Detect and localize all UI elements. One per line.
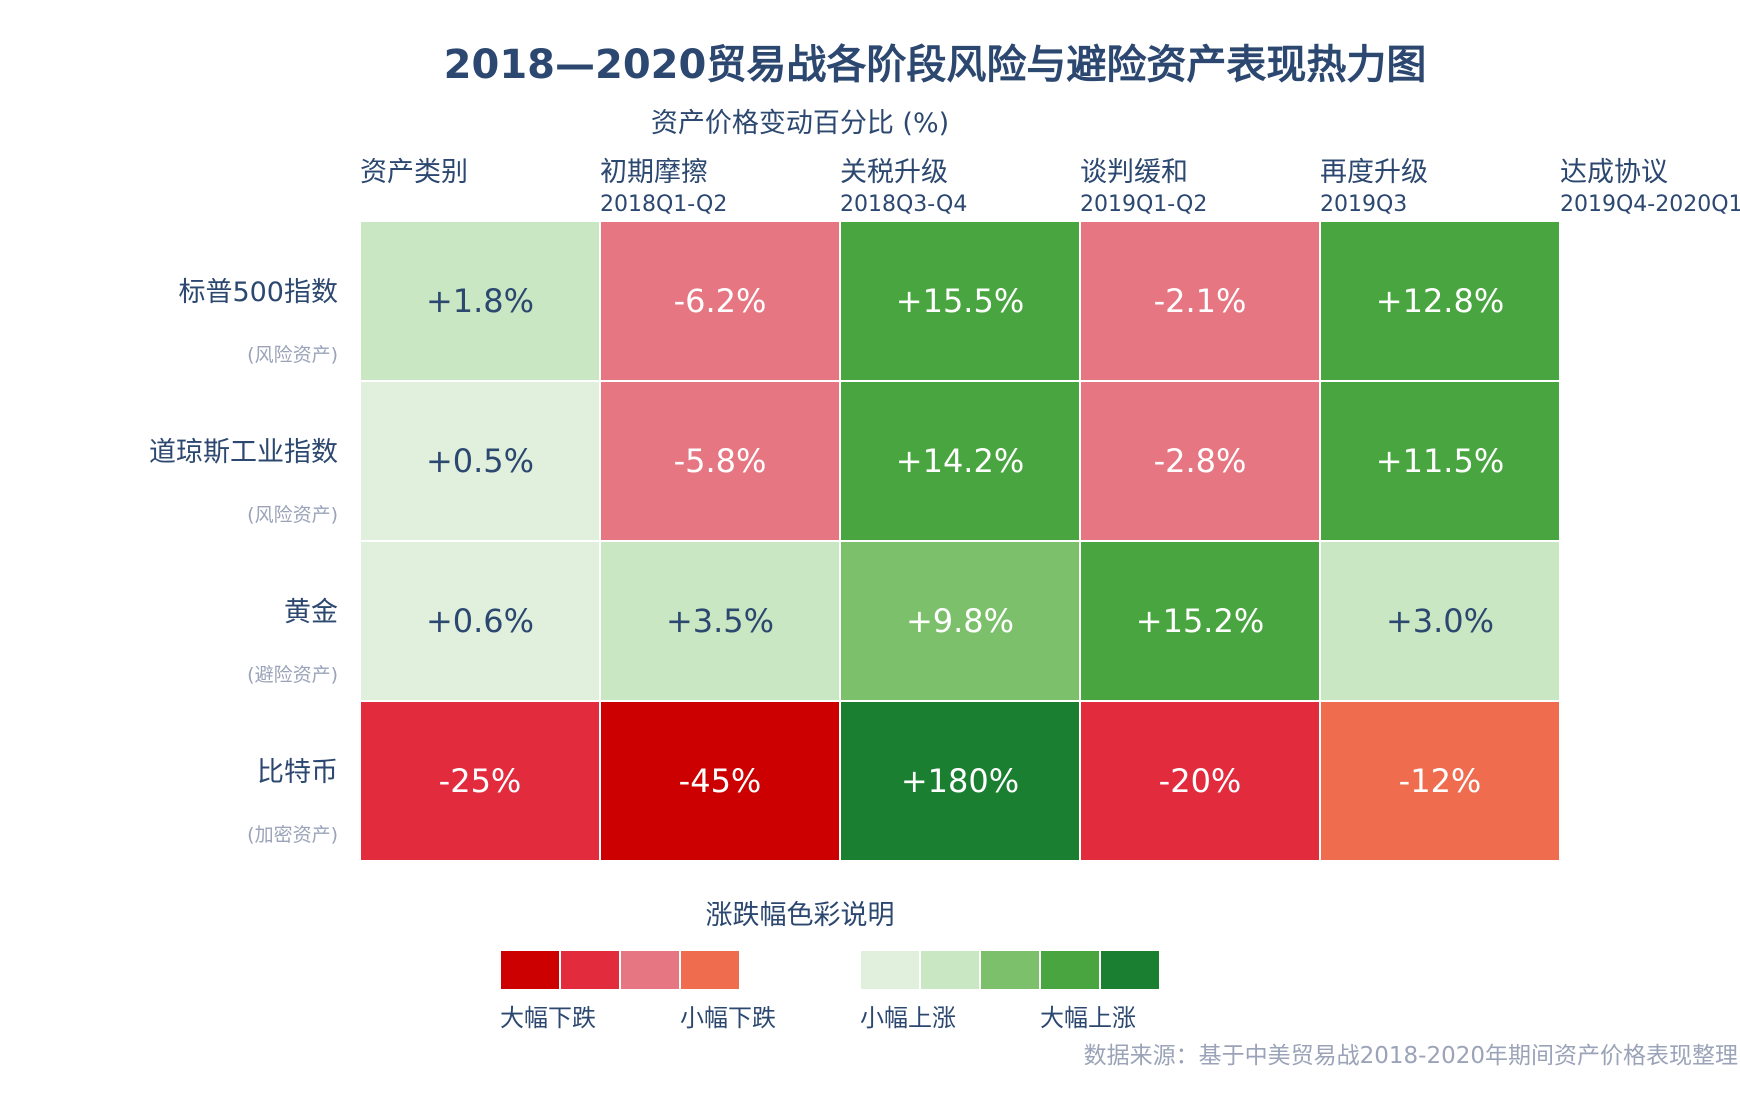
heatmap-cell	[839, 700, 1081, 862]
cell-value-label: +14.2%	[896, 442, 1024, 480]
legend-swatch-up	[979, 949, 1041, 991]
column-header-name: 初期摩擦	[600, 157, 708, 188]
cell-value-label: -6.2%	[674, 282, 767, 320]
heatmap-cell	[1079, 540, 1321, 702]
cell-value-label: +0.6%	[426, 602, 534, 640]
row-headers: 标普500指数 (风险资产) 道琼斯工业指数 (风险资产) 黄金 (避险资产) 比特币 (加密…	[149, 277, 338, 846]
row-header-type: (加密资产)	[247, 824, 338, 846]
cell-value-label: +3.5%	[666, 602, 774, 640]
heatmap-cell	[839, 220, 1081, 382]
row-header-name: 黄金	[284, 597, 338, 628]
cell-value-label: +9.8%	[906, 602, 1014, 640]
heatmap-cell	[599, 700, 841, 862]
heatmap-cell	[1319, 220, 1561, 382]
cell-value-label: -2.1%	[1154, 282, 1247, 320]
column-header-name: 谈判缓和	[1080, 157, 1188, 188]
legend-label: 小幅上涨	[860, 1004, 956, 1032]
cell-value-label: +180%	[901, 762, 1019, 800]
column-header-name: 关税升级	[840, 157, 948, 188]
legend-swatch-down	[619, 949, 681, 991]
row-header-type: (风险资产)	[247, 344, 338, 366]
heatmap-cell	[1079, 700, 1321, 862]
heatmap-cell	[359, 220, 601, 382]
heatmap-cell	[839, 540, 1081, 702]
cell-value-label: -45%	[679, 762, 762, 800]
cell-value-label: -12%	[1399, 762, 1482, 800]
cell-value-label: +15.5%	[896, 282, 1024, 320]
legend-title: 涨跌幅色彩说明	[706, 900, 895, 931]
row-header: 资产类别	[360, 157, 468, 188]
chart-subtitle: 资产价格变动百分比 (%)	[651, 108, 949, 139]
legend-label: 小幅下跌	[680, 1004, 776, 1032]
column-header-period: 2019Q3	[1320, 192, 1407, 217]
legend-label: 大幅上涨	[1040, 1004, 1136, 1032]
cell-value-label: -20%	[1159, 762, 1242, 800]
column-header-period: 2018Q1-Q2	[600, 192, 727, 217]
cell-value-label: -2.8%	[1154, 442, 1247, 480]
heatmap-cell	[839, 380, 1081, 542]
column-header-period: 2018Q3-Q4	[840, 192, 967, 217]
heatmap-cell	[1319, 540, 1561, 702]
cell-value-label: +15.2%	[1136, 602, 1264, 640]
column-header-period: 2019Q1-Q2	[1080, 192, 1207, 217]
row-header-type: (风险资产)	[247, 504, 338, 526]
cell-value-label: +12.8%	[1376, 282, 1504, 320]
cell-value-label: +1.8%	[426, 282, 534, 320]
row-header-name: 标普500指数	[178, 277, 338, 308]
column-header-name: 达成协议	[1560, 157, 1668, 188]
heatmap-cell	[599, 220, 841, 382]
column-header-name: 再度升级	[1320, 157, 1428, 188]
legend-swatch-up	[1099, 949, 1161, 991]
heatmap-cell	[359, 380, 601, 542]
cell-value-label: -5.8%	[674, 442, 767, 480]
column-headers: 初期摩擦 2018Q1-Q2 关税升级 2018Q3-Q4 谈判缓和 2019Q1-Q2 再…	[600, 157, 1740, 217]
color-legend: 大幅下跌 小幅下跌 小幅上涨 大幅上涨	[499, 949, 1161, 1032]
legend-swatch-down	[499, 949, 561, 991]
legend-swatch-up	[919, 949, 981, 991]
legend-swatch-up	[1039, 949, 1101, 991]
source-note: 数据来源：基于中美贸易战2018-2020年期间资产价格表现整理	[1084, 1043, 1738, 1069]
row-header-name: 比特币	[257, 757, 338, 788]
heatmap-cell	[359, 700, 601, 862]
chart-title: 2018—2020贸易战各阶段风险与避险资产表现热力图	[444, 42, 1427, 88]
legend-swatch-down	[559, 949, 621, 991]
legend-label: 大幅下跌	[500, 1004, 596, 1032]
column-header-period: 2019Q4-2020Q1	[1560, 192, 1740, 217]
heatmap-cells: +1.8% -6.2% +15.5% -2.1% +12.8% +0.5% -5.8% +14…	[359, 220, 1561, 862]
heatmap-cell	[1319, 700, 1561, 862]
cell-value-label: +0.5%	[426, 442, 534, 480]
heatmap-cell	[599, 540, 841, 702]
cell-value-label: -25%	[439, 762, 522, 800]
row-header-type: (避险资产)	[247, 664, 338, 686]
legend-swatch-up	[859, 949, 921, 991]
cell-value-label: +3.0%	[1386, 602, 1494, 640]
cell-value-label: +11.5%	[1376, 442, 1504, 480]
legend-swatch-down	[679, 949, 741, 991]
heatmap-cell	[1319, 380, 1561, 542]
row-header-name: 道琼斯工业指数	[149, 437, 338, 468]
heatmap-cell	[1079, 220, 1321, 382]
